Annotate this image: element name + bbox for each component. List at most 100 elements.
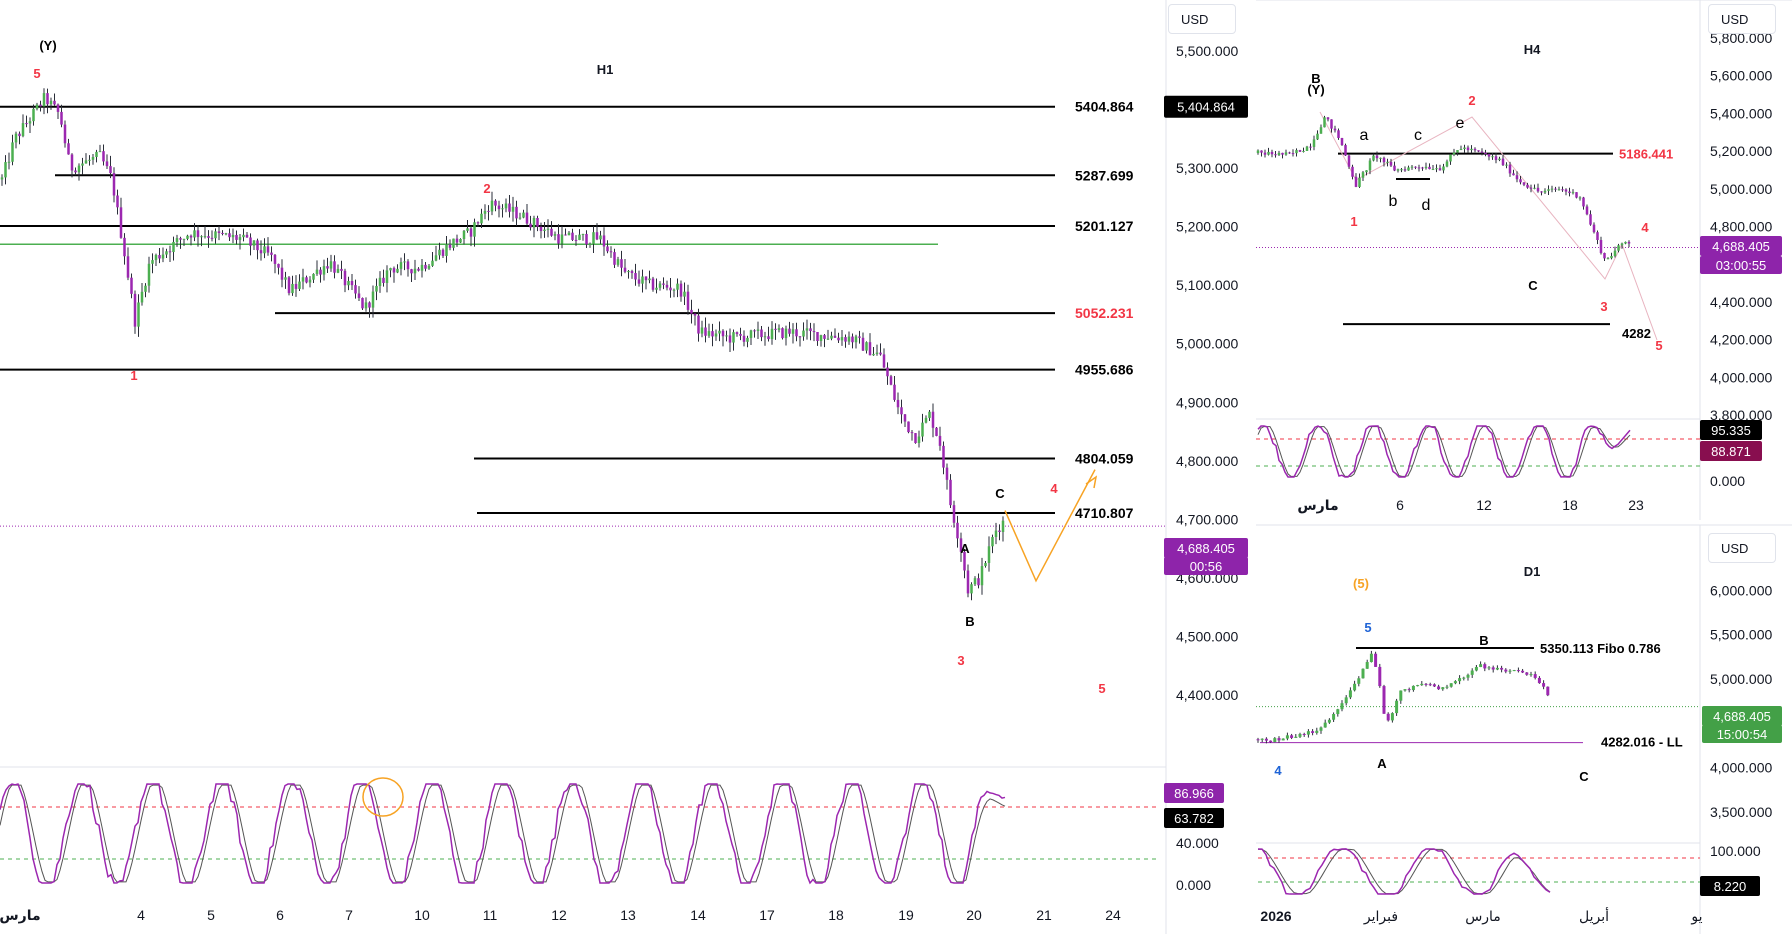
- candle-body: [1337, 130, 1340, 138]
- candle-body: [130, 277, 133, 294]
- candle-body: [1344, 145, 1347, 156]
- h1-time-tick: 12: [551, 907, 567, 923]
- candle-body: [511, 206, 515, 212]
- candle-body: [270, 252, 273, 255]
- h1-time-tick: 6: [276, 907, 284, 923]
- candle-body: [1449, 154, 1452, 162]
- h1-level-tag: 5,404.864: [1177, 100, 1235, 115]
- candle-body: [658, 283, 662, 288]
- candle-body: [1599, 239, 1603, 253]
- candle-body: [557, 234, 560, 244]
- candle-body: [567, 232, 571, 236]
- candle-body: [1501, 158, 1505, 166]
- candle-body: [942, 445, 945, 468]
- candle-body: [378, 277, 382, 286]
- candle-body: [1382, 686, 1386, 714]
- candle-body: [1281, 738, 1285, 741]
- candle-body: [1294, 736, 1298, 738]
- candle-body: [508, 203, 511, 212]
- candle-body: [1319, 727, 1323, 731]
- h4-wave-label: c: [1414, 127, 1422, 144]
- candle-body: [350, 280, 354, 286]
- candle-body: [301, 277, 305, 282]
- candle-body: [1375, 155, 1379, 159]
- candle-body: [1543, 190, 1547, 193]
- d1-wave-label: B: [1479, 633, 1488, 648]
- h1-stoch-highlight-circle: [362, 777, 404, 817]
- candle-body: [1575, 192, 1578, 198]
- candle-body: [1533, 187, 1536, 189]
- candle-body: [760, 329, 763, 338]
- candle-body: [284, 277, 287, 280]
- candle-body: [168, 251, 172, 253]
- d1-chart[interactable]: 6,500.0006,000.0005,500.0005,000.0004,50…: [1256, 524, 1792, 934]
- candle-body: [151, 260, 154, 264]
- candle-body: [1270, 151, 1274, 155]
- candle-body: [956, 522, 959, 539]
- candle-body: [1564, 189, 1568, 192]
- candle-body: [1462, 677, 1466, 679]
- h1-last-price-tag: 4,688.405: [1177, 541, 1235, 556]
- candle-body: [459, 238, 462, 243]
- d1-time-tick: فبراير: [1363, 908, 1398, 925]
- candle-body: [984, 562, 987, 567]
- candle-body: [1519, 179, 1522, 183]
- candle-body: [280, 267, 284, 280]
- candle-body: [452, 238, 455, 248]
- candle-body: [739, 333, 742, 336]
- candle-body: [11, 142, 14, 162]
- d1-countdown-tag: 15:00:54: [1717, 727, 1768, 742]
- candle-body: [14, 133, 18, 143]
- candle-body: [382, 277, 385, 283]
- candle-body: [1435, 168, 1438, 170]
- h1-wave-label: 2: [483, 181, 490, 196]
- candle-body: [1344, 697, 1348, 704]
- candle-body: [732, 332, 735, 343]
- candle-body: [697, 315, 700, 334]
- h1-time-tick: 18: [828, 907, 844, 923]
- h4-wave-label: B: [1311, 71, 1320, 86]
- candle-body: [497, 205, 501, 210]
- candle-body: [725, 335, 728, 337]
- h4-chart[interactable]: 5,800.000 5,600.000 5,400.000 5,200.000 5,00…: [1256, 0, 1792, 520]
- candle-body: [116, 195, 119, 208]
- candle-body: [1263, 152, 1267, 155]
- candle-body: [893, 384, 896, 400]
- candle-body: [210, 237, 214, 239]
- currency-button-h1[interactable]: USD: [1168, 4, 1236, 34]
- candle-body: [343, 270, 347, 286]
- candle-body: [364, 302, 368, 309]
- candle-body: [1431, 169, 1435, 171]
- h4-time-tick: 12: [1476, 497, 1492, 513]
- candle-body: [196, 230, 200, 238]
- d1-price-tick: 5,000.000: [1710, 671, 1772, 687]
- h4-price-tick: 5,400.000: [1710, 105, 1772, 121]
- h1-chart[interactable]: 5,500.0005,400.0005,300.0005,200.0005,10…: [0, 0, 1248, 934]
- candle-body: [214, 231, 217, 239]
- h4-price-tick: 5,600.000: [1710, 68, 1772, 84]
- d1-price-tick: 6,000.000: [1710, 582, 1772, 598]
- candle-body: [1522, 182, 1526, 185]
- h1-time-tick: 5: [207, 907, 215, 923]
- h4-time-tick: 23: [1628, 497, 1644, 513]
- candle-body: [721, 330, 725, 337]
- candle-body: [4, 162, 7, 178]
- candle-body: [1365, 662, 1369, 669]
- d1-wave-label: 5: [1364, 620, 1371, 635]
- currency-button-h4[interactable]: USD: [1708, 4, 1776, 34]
- candle-body: [165, 251, 168, 255]
- candle-body: [396, 268, 399, 273]
- candle-body: [1414, 166, 1417, 168]
- currency-button-d1[interactable]: USD: [1708, 533, 1776, 563]
- candle-body: [1354, 176, 1358, 187]
- candle-body: [588, 243, 592, 245]
- candle-body: [637, 279, 641, 284]
- candle-body: [1495, 667, 1499, 670]
- candle-body: [466, 228, 469, 231]
- candle-body: [1332, 714, 1336, 720]
- candle-body: [774, 328, 777, 330]
- candle-body: [249, 237, 252, 246]
- candle-body: [844, 337, 847, 342]
- candle-body: [550, 228, 553, 236]
- candle-body: [949, 479, 952, 506]
